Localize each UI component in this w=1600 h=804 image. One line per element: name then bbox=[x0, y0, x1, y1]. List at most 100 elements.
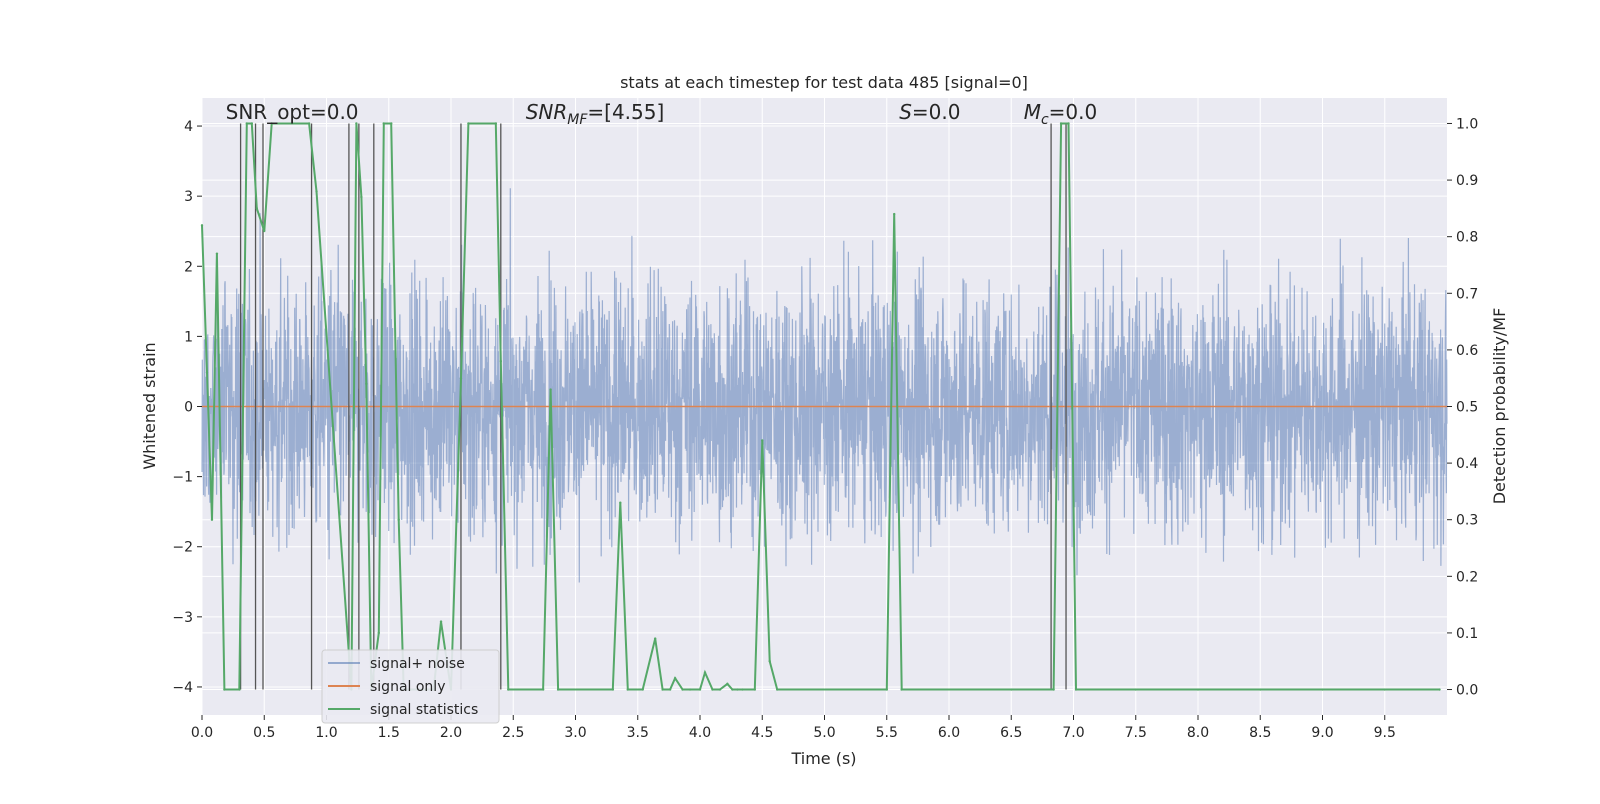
x-tick-label: 0.5 bbox=[253, 725, 275, 741]
y-right-tick-label: 0.5 bbox=[1456, 400, 1478, 416]
stats-point bbox=[1052, 688, 1055, 691]
stats-point bbox=[390, 122, 393, 125]
legend-label-stats: signal statistics bbox=[370, 702, 478, 718]
stats-point bbox=[768, 660, 771, 663]
stats-point bbox=[494, 122, 498, 125]
y-left-tick-label: 4 bbox=[184, 119, 193, 135]
noise-series bbox=[201, 188, 1448, 583]
stats-point bbox=[673, 677, 677, 680]
y-right-tick-label: 0.3 bbox=[1456, 513, 1478, 529]
stats-point bbox=[653, 637, 657, 640]
x-tick-label: 5.0 bbox=[813, 725, 835, 741]
stats-point bbox=[1059, 122, 1063, 125]
stats-point bbox=[1383, 688, 1386, 691]
y-right-tick-label: 0.9 bbox=[1456, 173, 1478, 189]
stats-point bbox=[200, 224, 204, 227]
y-right-tick-label: 1.0 bbox=[1456, 116, 1478, 132]
x-tick-label: 4.0 bbox=[689, 725, 711, 741]
stats-point bbox=[507, 688, 510, 691]
stats-series bbox=[200, 122, 1441, 691]
x-tick-label: 4.5 bbox=[751, 725, 773, 741]
y-right-tick-label: 0.6 bbox=[1456, 343, 1478, 359]
x-tick-label: 8.5 bbox=[1249, 725, 1271, 741]
stats-point bbox=[1321, 688, 1324, 691]
stats-point bbox=[1010, 688, 1013, 691]
stats-point bbox=[688, 688, 692, 691]
stats-point bbox=[250, 122, 253, 125]
stats-point bbox=[1134, 688, 1137, 691]
x-tick-label: 3.0 bbox=[564, 725, 586, 741]
stats-point bbox=[215, 252, 219, 255]
stats-point bbox=[698, 688, 702, 691]
y-right-tick-label: 0.1 bbox=[1456, 626, 1478, 642]
stats-point bbox=[1196, 688, 1200, 691]
stats-point bbox=[1259, 688, 1262, 691]
y-right-tick-label: 0.2 bbox=[1456, 569, 1478, 585]
chart-title: stats at each timestep for test data 485… bbox=[620, 73, 1028, 92]
x-tick-label: 9.5 bbox=[1374, 725, 1396, 741]
stats-point bbox=[1074, 688, 1078, 691]
legend-box bbox=[321, 649, 500, 724]
stats-point bbox=[307, 122, 311, 125]
stats-point bbox=[205, 371, 209, 374]
stats-point bbox=[382, 122, 385, 125]
x-axis-label: Time (s) bbox=[790, 749, 856, 768]
x-tick-label: 1.5 bbox=[378, 725, 400, 741]
stats-point bbox=[315, 190, 318, 193]
stats-point bbox=[238, 688, 241, 691]
stats-point bbox=[893, 212, 896, 216]
stats-point bbox=[661, 688, 664, 691]
stats-point bbox=[741, 688, 744, 691]
chart-annotation: S=0.0 bbox=[899, 100, 960, 124]
y-right-tick-label: 0.8 bbox=[1456, 230, 1478, 246]
stats-point bbox=[718, 688, 722, 691]
x-tick-label: 2.5 bbox=[502, 725, 524, 741]
series-signal-noise-line bbox=[201, 188, 1448, 583]
legend-label-noise: signal+ noise bbox=[370, 656, 465, 672]
stats-point bbox=[499, 360, 502, 363]
stats-point bbox=[753, 688, 756, 691]
stats-point bbox=[1067, 122, 1070, 125]
legend: signal+ noise signal only signal statist… bbox=[321, 649, 500, 724]
stats-point bbox=[467, 122, 470, 125]
y-left-tick-label: 1 bbox=[184, 329, 193, 345]
y-axis-label-left: Whitened strain bbox=[140, 342, 159, 469]
stats-point bbox=[681, 688, 684, 691]
x-tick-label: 6.0 bbox=[938, 725, 960, 741]
stats-point bbox=[775, 688, 779, 691]
y-left-tick-label: 2 bbox=[184, 259, 193, 275]
x-tick-label: 6.5 bbox=[1000, 725, 1022, 741]
stats-point bbox=[736, 688, 739, 691]
stats-point bbox=[626, 688, 629, 691]
x-tick-label: 7.5 bbox=[1125, 725, 1147, 741]
stats-point bbox=[355, 122, 358, 125]
stats-point bbox=[556, 688, 560, 691]
stats-point bbox=[549, 388, 552, 391]
stats-point bbox=[223, 688, 226, 691]
annotations: SNR_opt=0.0 SNRMF=[4.55] S=0.0 Mc=0.0 bbox=[226, 100, 1098, 128]
y-left-tick-label: 3 bbox=[184, 189, 193, 205]
stats-point bbox=[439, 620, 443, 623]
y-axis-label-right: Detection probability/MF bbox=[1490, 308, 1509, 505]
x-tick-label: 7.0 bbox=[1062, 725, 1084, 741]
y-right-tick-label: 0.0 bbox=[1456, 683, 1478, 699]
stats-point bbox=[711, 688, 714, 691]
x-tick-label: 2.0 bbox=[440, 725, 462, 741]
x-tick-label: 3.5 bbox=[627, 725, 649, 741]
x-tick-label: 5.5 bbox=[876, 725, 898, 741]
y-left-tick-label: −1 bbox=[172, 470, 193, 486]
stats-point bbox=[210, 518, 214, 521]
y-right-tick-label: 0.4 bbox=[1456, 456, 1478, 472]
stats-point bbox=[245, 122, 249, 125]
x-tick-label: 0.0 bbox=[191, 725, 213, 741]
stats-point bbox=[1438, 688, 1441, 691]
stats-point bbox=[360, 195, 363, 199]
y-left-tick-label: −2 bbox=[172, 540, 193, 556]
chart-annotation: Mc=0.0 bbox=[1024, 100, 1098, 128]
stats-point bbox=[885, 688, 888, 691]
stats-point bbox=[377, 631, 380, 635]
chart-annotation: SNR_opt=0.0 bbox=[226, 100, 359, 124]
y-left-tick-label: 0 bbox=[184, 400, 193, 416]
